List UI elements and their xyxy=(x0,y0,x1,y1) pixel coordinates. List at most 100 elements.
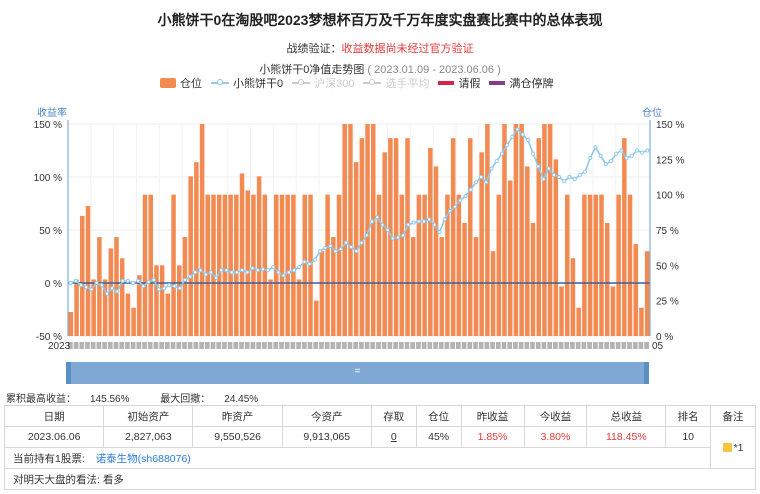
position-bar xyxy=(222,194,228,336)
position-bar xyxy=(519,124,524,336)
equity-point xyxy=(110,286,115,291)
equity-point xyxy=(375,215,380,220)
x-tick-label-mark xyxy=(461,342,467,349)
position-bar xyxy=(177,265,182,336)
cell-today-return: 3.80% xyxy=(523,426,588,448)
position-bar xyxy=(502,124,507,336)
equity-point xyxy=(619,148,624,153)
x-tick-label-mark xyxy=(433,342,438,349)
equity-point xyxy=(624,155,629,161)
legend-swatch-icon xyxy=(363,79,382,85)
position-bar xyxy=(108,248,114,336)
position-bar xyxy=(159,265,165,336)
equity-point xyxy=(328,243,333,248)
position-bar xyxy=(131,307,136,336)
x-tick-label-mark xyxy=(85,342,90,349)
position-bar xyxy=(256,176,262,336)
x-tick-label-mark xyxy=(102,342,107,349)
x-tick-label-mark xyxy=(142,342,147,349)
max-return: 累积最高收益： 145.56% xyxy=(6,394,130,405)
equity-point xyxy=(510,134,515,139)
x-tick-label-mark xyxy=(279,342,284,349)
header-today-assets: 今资产 xyxy=(281,405,372,427)
right-tick-label: 75 % xyxy=(656,226,679,237)
position-bar xyxy=(547,124,553,336)
x-tick-label-mark xyxy=(222,342,227,349)
x-tick-label-mark xyxy=(564,342,570,349)
legend-item-1[interactable]: 小熊饼干0 xyxy=(211,75,283,91)
position-bar xyxy=(68,311,74,336)
position-bar xyxy=(285,194,290,336)
x-tick-label-mark xyxy=(598,342,604,349)
position-bar xyxy=(262,194,268,336)
equity-point xyxy=(198,268,203,273)
position-bar xyxy=(348,124,353,336)
x-tick-label-mark xyxy=(553,342,558,349)
legend-item-4[interactable]: 请假 xyxy=(438,75,480,91)
x-tick-label-mark xyxy=(170,342,176,349)
equity-point xyxy=(125,278,130,283)
cell-deposit-link[interactable]: 0 xyxy=(370,426,417,448)
position-bar xyxy=(148,194,153,336)
header-prev-return: 昨收益 xyxy=(460,405,525,427)
daily-record-table: 日期 初始资产 昨资产 今资产 存取 仓位 昨收益 今收益 总收益 排名 备注 … xyxy=(3,405,756,490)
equity-point xyxy=(359,240,364,245)
cell-initial-assets: 2,827,063 xyxy=(103,426,194,448)
x-tick-label-mark xyxy=(398,342,404,349)
legend-item-0[interactable]: 仓位 xyxy=(160,75,202,91)
equity-point xyxy=(520,132,525,137)
x-tick-label-mark xyxy=(376,342,381,349)
equity-point xyxy=(104,291,110,296)
header-deposit: 存取 xyxy=(370,405,417,427)
equity-point xyxy=(349,244,354,250)
x-tick-label-mark xyxy=(233,342,239,349)
market-view-cell: 对明天大盘的看法: 看多 xyxy=(4,468,756,490)
x-tick-label-mark xyxy=(547,342,552,349)
zoom-slider[interactable]: = xyxy=(66,362,649,384)
x-tick-label-mark xyxy=(370,342,376,349)
position-bar xyxy=(433,166,439,336)
legend-item-5[interactable]: 满仓停牌 xyxy=(489,75,553,91)
x-tick-label-mark xyxy=(387,342,393,349)
slider-handle-icon[interactable]: = xyxy=(354,366,361,377)
position-bar xyxy=(171,194,176,336)
position-bar xyxy=(496,194,502,336)
equity-point xyxy=(421,219,427,224)
legend-item-2[interactable]: 沪深300 xyxy=(292,75,354,91)
x-tick-label-mark xyxy=(73,342,79,349)
equity-point xyxy=(213,275,219,280)
equity-point xyxy=(89,287,94,292)
x-tick-label-mark xyxy=(176,342,182,349)
equity-point xyxy=(162,286,167,291)
equity-point xyxy=(141,284,146,289)
header-note: 备注 xyxy=(710,405,756,427)
equity-point xyxy=(567,174,572,180)
x-tick-label-mark xyxy=(416,342,421,349)
legend-label: 满仓停牌 xyxy=(509,78,554,90)
x-tick-label-mark xyxy=(364,342,370,349)
header-today-return: 今收益 xyxy=(523,405,588,427)
cell-prev-return: 1.85% xyxy=(460,426,525,448)
max-drawdown: 最大回撤： 24.45% xyxy=(160,394,259,405)
x-tick-label-mark xyxy=(301,342,307,349)
header-position: 仓位 xyxy=(415,405,462,427)
position-bar xyxy=(234,194,239,336)
holding-label: 当前持有1股票: xyxy=(13,452,85,465)
legend-swatch-icon xyxy=(438,81,455,85)
position-bar xyxy=(359,138,365,336)
equity-point xyxy=(629,153,634,158)
holding-stock-link[interactable]: 诺泰生物(sh688076) xyxy=(95,452,191,465)
equity-point xyxy=(556,174,562,180)
x-tick-label-mark xyxy=(113,342,119,349)
position-bar xyxy=(513,124,519,336)
legend-label: 仓位 xyxy=(180,78,202,90)
position-bar xyxy=(490,251,496,336)
equity-point xyxy=(120,278,125,283)
cell-date: 2023.06.06 xyxy=(3,426,105,448)
position-bar xyxy=(422,194,427,336)
x-tick-label-mark xyxy=(199,342,204,349)
holding-row: 当前持有1股票: 诺泰生物(sh688076) xyxy=(3,447,756,469)
legend-item-3[interactable]: 选手平均 xyxy=(363,75,429,91)
equity-point xyxy=(255,268,260,273)
equity-point xyxy=(338,246,343,252)
